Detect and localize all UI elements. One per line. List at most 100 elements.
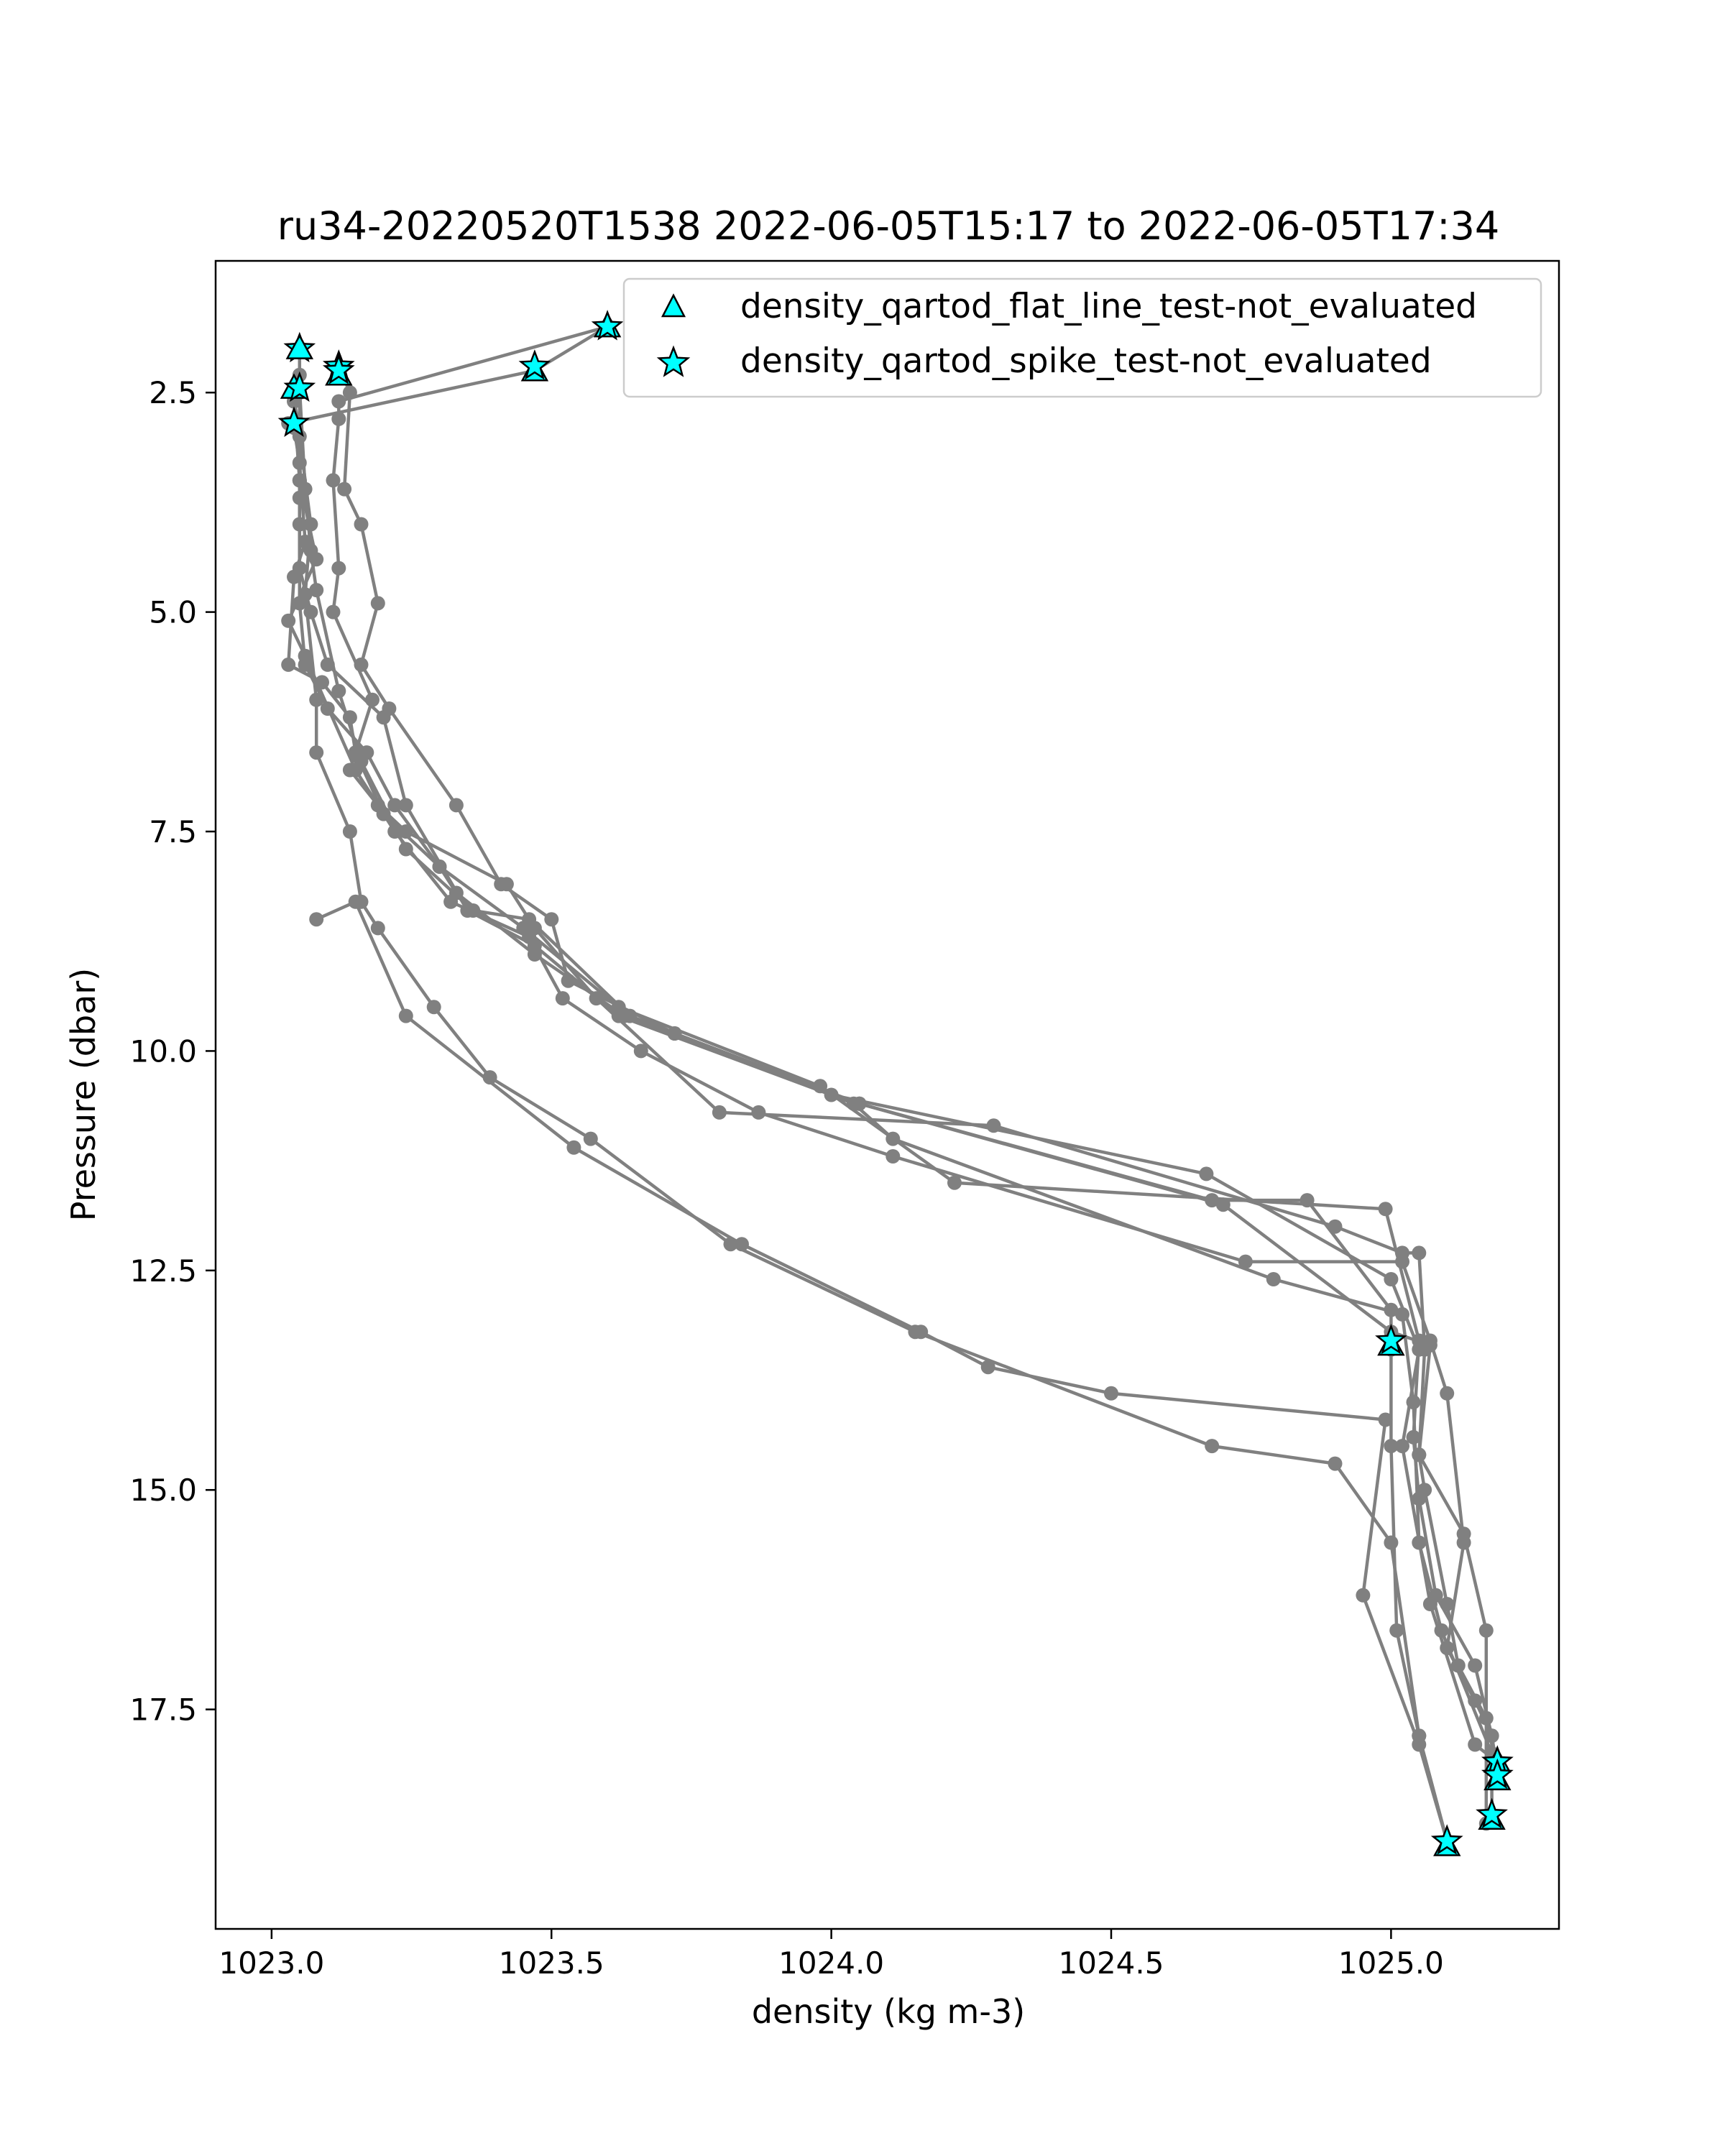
- y-tick-label: 7.5: [149, 814, 197, 849]
- data-point: [1468, 1737, 1483, 1752]
- data-point: [354, 517, 369, 532]
- x-axis-label: density (kg m-3): [752, 1992, 1025, 2031]
- y-axis: 2.5 5.0 7.5 10.0 12.5 15.0 17.5: [129, 375, 216, 1728]
- data-point: [448, 885, 464, 900]
- data-point: [712, 1105, 727, 1120]
- data-point: [1450, 1658, 1466, 1673]
- chart-title: ru34-20220520T1538 2022-06-05T15:17 to 2…: [277, 203, 1499, 249]
- data-point: [1356, 1588, 1371, 1603]
- spike-test-star-marker: [283, 371, 316, 402]
- data-point: [309, 912, 324, 927]
- data-point: [583, 1131, 598, 1146]
- data-point: [1389, 1623, 1404, 1638]
- data-point: [348, 894, 363, 909]
- data-point: [751, 1105, 766, 1120]
- data-point: [309, 745, 324, 760]
- data-point: [1412, 1737, 1427, 1752]
- data-point: [370, 921, 385, 936]
- profile-line-3: [286, 401, 1499, 1772]
- y-tick-label: 15.0: [129, 1473, 197, 1508]
- y-tick-label: 12.5: [129, 1253, 197, 1289]
- spike-test-star-marker: [1375, 1323, 1407, 1355]
- qc-markers-group: [277, 310, 1514, 1856]
- data-point: [1417, 1483, 1432, 1498]
- data-point: [331, 411, 346, 426]
- spike-test-star-marker: [518, 349, 551, 380]
- data-point: [566, 1140, 581, 1155]
- spike-test-star-marker: [1430, 1824, 1463, 1855]
- data-point: [980, 1360, 995, 1375]
- data-point: [309, 583, 324, 598]
- data-point: [986, 1118, 1001, 1133]
- legend-star-icon: [656, 345, 691, 377]
- data-point: [1406, 1395, 1421, 1410]
- data-point: [1478, 1710, 1494, 1726]
- data-point: [1395, 1439, 1409, 1454]
- data-point: [914, 1325, 929, 1340]
- profile-line-9: [316, 900, 1449, 1842]
- plot-frame: [214, 259, 1560, 1930]
- data-point: [1434, 1623, 1449, 1638]
- data-point: [320, 701, 335, 716]
- spike-test-star-marker: [591, 310, 624, 341]
- data-point: [1328, 1456, 1343, 1471]
- data-point: [1238, 1254, 1253, 1269]
- data-point: [886, 1149, 901, 1164]
- data-point: [337, 482, 352, 497]
- data-point: [326, 473, 341, 488]
- data-point: [309, 692, 324, 707]
- data-point: [331, 394, 346, 409]
- data-point: [398, 1008, 413, 1023]
- data-point: [298, 657, 313, 672]
- y-axis-label: Pressure (dbar): [64, 968, 103, 1221]
- data-point: [1428, 1588, 1443, 1603]
- data-point: [1468, 1658, 1483, 1673]
- profile-line-5: [298, 392, 1494, 1815]
- legend-triangle-icon: [661, 293, 686, 318]
- data-point: [287, 569, 301, 584]
- data-point: [1384, 1272, 1399, 1286]
- y-tick-label: 17.5: [129, 1692, 197, 1728]
- data-point: [1378, 1412, 1393, 1427]
- data-point: [342, 710, 357, 725]
- data-point: [633, 1044, 648, 1059]
- data-point: [398, 842, 413, 857]
- data-point: [947, 1175, 962, 1190]
- x-axis: 1023.0 1023.5 1024.0 1024.5 1025.0: [218, 1929, 1444, 1981]
- legend-entry-spike: density_qartod_spike_test-not_evaluated: [740, 341, 1432, 381]
- y-tick-label: 10.0: [129, 1033, 197, 1069]
- data-point: [1395, 1307, 1409, 1322]
- data-point: [370, 596, 385, 611]
- data-point: [1266, 1272, 1281, 1286]
- data-point: [1328, 1219, 1343, 1234]
- data-point: [315, 675, 329, 690]
- data-point: [1440, 1386, 1455, 1401]
- data-point: [387, 798, 402, 813]
- data-point: [1478, 1623, 1494, 1638]
- spike-test-star-marker: [1481, 1758, 1514, 1789]
- data-point: [281, 657, 296, 672]
- data-point: [1417, 1342, 1432, 1357]
- data-point: [1395, 1245, 1409, 1261]
- data-point: [555, 991, 570, 1006]
- x-tick-label: 1024.0: [778, 1945, 884, 1981]
- data-point: [499, 877, 514, 892]
- data-point: [342, 824, 357, 839]
- spike-test-star-marker: [1476, 1797, 1508, 1829]
- profile-line-6: [286, 427, 1489, 1824]
- data-point: [326, 604, 341, 619]
- x-tick-label: 1025.0: [1338, 1945, 1444, 1981]
- data-point: [298, 587, 313, 602]
- data-point: [735, 1237, 749, 1252]
- data-point: [398, 798, 413, 813]
- x-tick-label: 1023.5: [499, 1945, 604, 1981]
- legend-box: [622, 277, 1542, 398]
- data-point: [359, 745, 374, 760]
- data-point: [852, 1096, 867, 1111]
- spike-test-star-marker: [277, 406, 310, 438]
- data-point: [426, 1000, 441, 1015]
- data-point: [1104, 1386, 1118, 1401]
- data-point: [544, 912, 559, 927]
- profile-lines-group: [281, 319, 1505, 1848]
